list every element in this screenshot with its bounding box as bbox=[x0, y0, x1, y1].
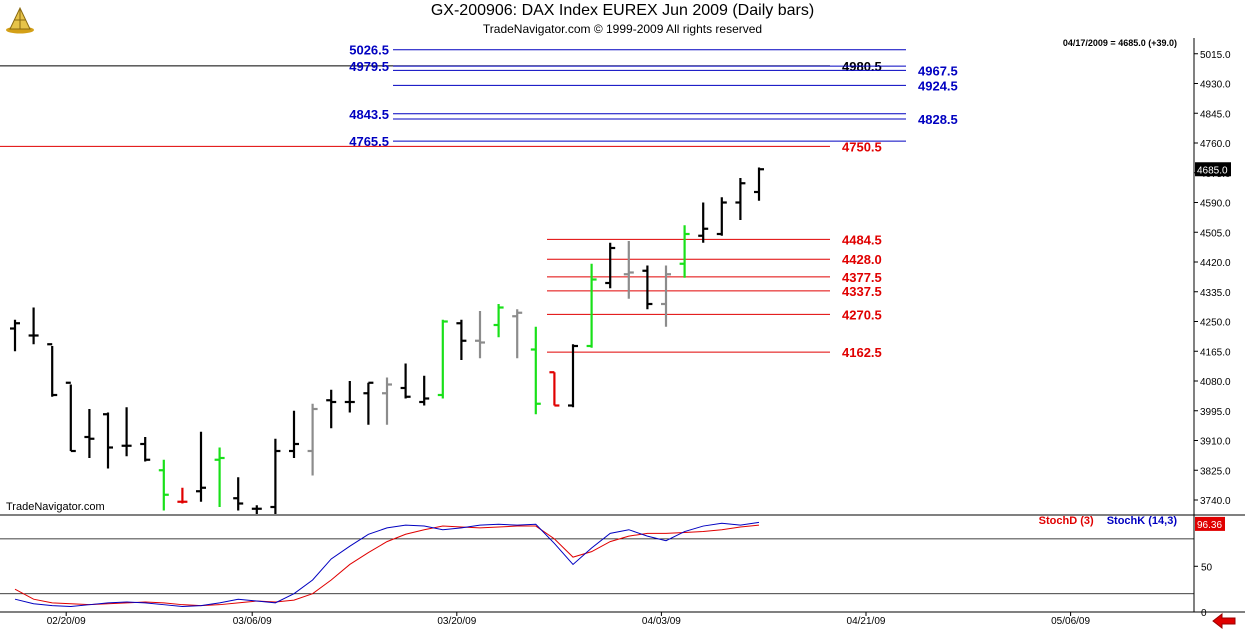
price-bar bbox=[549, 371, 560, 407]
level-label: 4924.5 bbox=[918, 78, 958, 93]
last-price-label: 4685.0 bbox=[1197, 165, 1228, 176]
price-bar bbox=[177, 487, 188, 504]
date-tick-label: 02/20/09 bbox=[47, 616, 86, 627]
watermark-text: TradeNavigator.com bbox=[6, 501, 105, 513]
level-label: 4765.5 bbox=[349, 134, 389, 149]
copyright-subtitle: TradeNavigator.com © 1999-2009 All right… bbox=[482, 22, 763, 36]
price-tick-label: 4505.0 bbox=[1200, 228, 1231, 239]
price-bar bbox=[512, 309, 523, 359]
price-bar bbox=[307, 403, 318, 476]
date-tick-label: 03/20/09 bbox=[437, 616, 476, 627]
price-tick-label: 4760.0 bbox=[1200, 139, 1231, 150]
price-tick-label: 5015.0 bbox=[1200, 50, 1231, 61]
price-bar bbox=[344, 381, 355, 413]
last-update-readout: 04/17/2009 = 4685.0 (+39.0) bbox=[1062, 38, 1177, 48]
price-bar bbox=[196, 431, 206, 502]
legend-stochk: StochK (14,3) bbox=[1106, 515, 1177, 527]
date-tick-label: 04/03/09 bbox=[642, 616, 681, 627]
price-bar bbox=[47, 343, 58, 397]
date-tick-label: 04/21/09 bbox=[847, 616, 886, 627]
price-bar bbox=[530, 326, 541, 415]
stochk-line bbox=[14, 521, 760, 608]
price-bar bbox=[400, 363, 411, 399]
price-bar bbox=[84, 409, 95, 458]
price-bar bbox=[754, 167, 764, 201]
level-label: 4979.5 bbox=[349, 59, 389, 74]
level-label: 4750.5 bbox=[842, 139, 882, 154]
scroll-left-arrow-icon[interactable] bbox=[1211, 612, 1237, 630]
price-bar bbox=[735, 178, 746, 220]
price-tick-label: 3910.0 bbox=[1200, 437, 1231, 448]
price-tick-label: 4165.0 bbox=[1200, 347, 1231, 358]
stochastic-legend: StochD (3) StochK (14,3) bbox=[1039, 515, 1177, 527]
level-label: 4337.5 bbox=[842, 284, 882, 299]
price-bar bbox=[568, 344, 578, 408]
stoch-last-marker bbox=[1195, 516, 1225, 531]
price-bar bbox=[716, 197, 727, 236]
price-bar bbox=[456, 319, 467, 360]
level-label: 4484.5 bbox=[842, 232, 882, 247]
stoch-tick-label: 0 bbox=[1201, 608, 1207, 619]
level-label: 4377.5 bbox=[842, 270, 882, 285]
price-bar bbox=[289, 410, 299, 458]
date-tick-label: 05/06/09 bbox=[1051, 616, 1090, 627]
price-bar bbox=[382, 377, 392, 425]
price-tick-label: 4420.0 bbox=[1200, 258, 1231, 269]
price-tick-label: 4845.0 bbox=[1200, 109, 1231, 120]
price-bar bbox=[10, 319, 20, 352]
price-bar bbox=[140, 437, 151, 462]
price-bar bbox=[65, 381, 76, 453]
price-bar bbox=[493, 304, 504, 338]
price-bar bbox=[270, 438, 281, 514]
level-label: 4428.0 bbox=[842, 252, 882, 267]
price-bar bbox=[121, 407, 132, 457]
price-bar bbox=[475, 311, 485, 359]
price-bar bbox=[233, 477, 244, 511]
price-bar bbox=[214, 447, 225, 507]
price-bar bbox=[363, 381, 374, 425]
level-label: 4162.5 bbox=[842, 345, 882, 360]
tradenavigator-logo-icon bbox=[4, 4, 36, 34]
legend-stochd: StochD (3) bbox=[1038, 515, 1094, 527]
price-tick-label: 3825.0 bbox=[1200, 466, 1231, 477]
price-bar bbox=[679, 225, 690, 278]
chart-title: GX-200906: DAX Index EUREX Jun 2009 (Dai… bbox=[430, 2, 815, 19]
price-bar bbox=[103, 412, 113, 469]
price-tick-label: 4930.0 bbox=[1200, 80, 1231, 91]
price-bar bbox=[586, 263, 597, 348]
price-bar bbox=[623, 241, 634, 299]
level-label: 4967.5 bbox=[918, 63, 958, 78]
level-label: 4843.5 bbox=[349, 107, 389, 122]
level-label: 5026.5 bbox=[349, 43, 389, 58]
price-bar bbox=[419, 375, 430, 406]
price-bar bbox=[28, 307, 39, 345]
level-label: 4270.5 bbox=[842, 307, 882, 322]
stoch-last-label: 96.36 bbox=[1197, 520, 1222, 531]
price-tick-label: 4590.0 bbox=[1200, 199, 1231, 210]
date-tick-label: 03/06/09 bbox=[233, 616, 272, 627]
price-bar bbox=[158, 459, 169, 511]
price-bar bbox=[605, 242, 616, 289]
price-bar bbox=[661, 265, 671, 327]
price-tick-label: 4250.0 bbox=[1200, 318, 1231, 329]
price-tick-label: 4080.0 bbox=[1200, 377, 1231, 388]
price-tick-label: 3740.0 bbox=[1200, 496, 1231, 507]
last-price-marker bbox=[1195, 162, 1231, 177]
stoch-tick-label: 50 bbox=[1201, 562, 1213, 573]
price-tick-label: 4335.0 bbox=[1200, 288, 1231, 299]
price-bar bbox=[698, 202, 709, 243]
level-label: 4828.5 bbox=[918, 112, 958, 127]
price-bar bbox=[642, 265, 653, 310]
price-bar bbox=[437, 319, 448, 399]
price-tick-label: 3995.0 bbox=[1200, 407, 1231, 418]
price-bar bbox=[251, 505, 262, 514]
price-bar bbox=[326, 389, 337, 429]
